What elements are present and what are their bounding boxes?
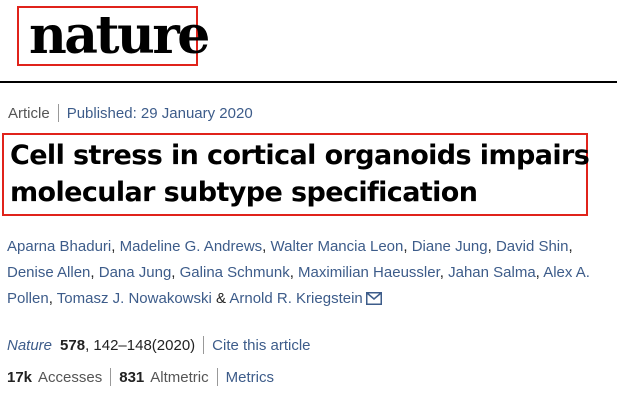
author-link[interactable]: Walter Mancia Leon <box>270 238 404 255</box>
header-divider <box>0 81 617 83</box>
article-title-line-1: Cell stress in cortical organoids impair… <box>10 140 590 171</box>
author-link[interactable]: Arnold R. Kriegstein <box>229 290 363 307</box>
author-link[interactable]: Maximilian Haeussler <box>298 264 440 281</box>
author-link[interactable]: Alex A. Pollen <box>7 264 590 307</box>
title-highlight-box: Cell stress in cortical organoids impair… <box>2 133 590 216</box>
citation-row: Nature 578 , 142–148(2020) Cite this art… <box>7 336 311 354</box>
citation-separator <box>203 336 205 354</box>
author-link[interactable]: Diane Jung <box>411 238 488 255</box>
author-link[interactable]: Madeline G. Andrews <box>119 238 263 255</box>
metrics-separator <box>110 368 112 386</box>
authors-ampersand: & <box>216 290 227 307</box>
altmetric-label: Altmetric <box>150 368 209 386</box>
journal-name[interactable]: Nature <box>7 336 53 354</box>
published-date: Published: 29 January 2020 <box>66 104 253 122</box>
article-title-line-2: molecular subtype specification <box>10 177 478 208</box>
nature-logo[interactable]: nature <box>29 5 210 66</box>
cite-this-article-link[interactable]: Cite this article <box>212 336 311 354</box>
metrics-link[interactable]: Metrics <box>225 368 274 386</box>
meta-separator <box>57 104 59 122</box>
author-link[interactable]: Dana Jung <box>98 264 172 281</box>
journal-pages: , 142–148(2020) <box>85 336 196 354</box>
author-link[interactable]: Aparna Bhaduri <box>7 238 112 255</box>
site-header: nature <box>0 0 617 70</box>
article-meta: Article Published: 29 January 2020 <box>8 104 253 122</box>
author-link[interactable]: Denise Allen <box>7 264 91 281</box>
author-link[interactable]: Tomasz J. Nowakowski <box>56 290 212 307</box>
accesses-count: 17k <box>7 368 33 386</box>
author-link[interactable]: Galina Schmunk <box>179 264 290 281</box>
author-link[interactable]: David Shin <box>495 238 569 255</box>
envelope-icon[interactable] <box>365 292 382 305</box>
journal-volume: 578 <box>60 336 86 354</box>
metrics-separator <box>216 368 218 386</box>
altmetric-score: 831 <box>119 368 145 386</box>
article-type: Article <box>8 104 50 122</box>
author-list: Aparna Bhaduri, Madeline G. Andrews, Wal… <box>7 238 590 307</box>
article-title: Cell stress in cortical organoids impair… <box>10 137 590 211</box>
logo-highlight-box: nature <box>17 5 210 66</box>
metrics-row: 17k Accesses 831 Altmetric Metrics <box>7 368 274 386</box>
accesses-label: Accesses <box>38 368 103 386</box>
author-link[interactable]: Jahan Salma <box>448 264 536 281</box>
